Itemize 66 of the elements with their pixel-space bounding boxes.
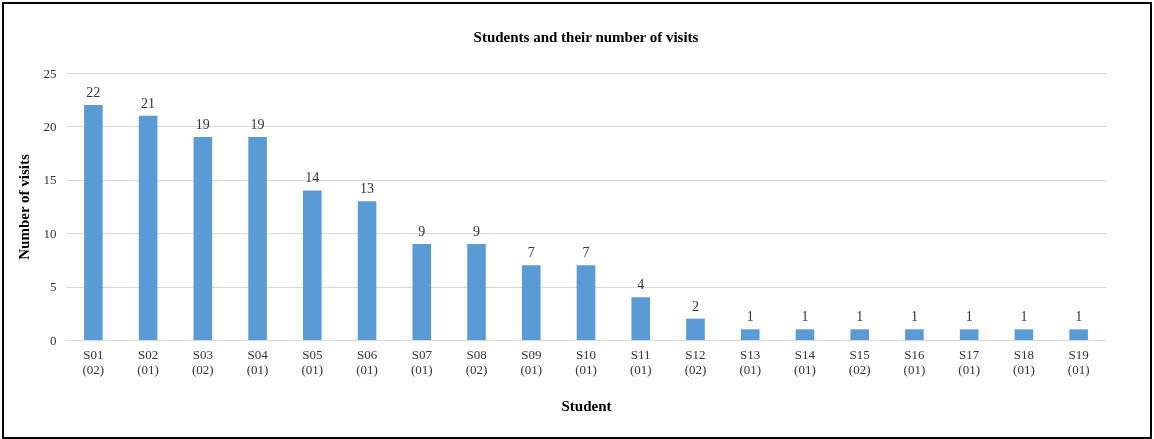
bar [631, 297, 651, 340]
x-tick-label: S09 (01) [520, 346, 543, 377]
data-label: 1 [856, 309, 864, 325]
bar [850, 329, 869, 340]
y-tick-label: 15 [43, 172, 57, 188]
x-tick-label: S02 (01) [137, 346, 159, 377]
x-tick-label: S03 (02) [192, 346, 214, 377]
x-tick-label: S16 (01) [903, 346, 926, 377]
bar [193, 137, 213, 340]
data-label: 13 [360, 181, 375, 197]
x-tick-label: S08 (02) [465, 346, 488, 377]
bar [84, 105, 103, 340]
bar [412, 243, 432, 340]
data-label: 1 [1075, 309, 1083, 325]
data-label: 9 [418, 223, 426, 239]
bar [905, 329, 924, 340]
data-label: 19 [195, 117, 210, 133]
data-label: 1 [965, 309, 973, 325]
data-label: 4 [637, 277, 645, 293]
bar [686, 318, 705, 340]
x-tick-label: S07 (01) [410, 346, 433, 377]
x-tick-label: S05 (01) [301, 346, 324, 377]
data-label: 2 [691, 298, 699, 314]
y-axis-title: Number of visits [15, 154, 32, 260]
bar [521, 265, 541, 340]
bar [248, 137, 267, 340]
x-tick-label: S06 (01) [356, 346, 378, 377]
bar [1014, 329, 1034, 340]
data-label: 1 [910, 309, 918, 325]
data-label: 7 [527, 245, 535, 261]
x-tick-label: S11 (01) [629, 346, 652, 377]
bar [959, 329, 979, 340]
bar [1069, 329, 1088, 340]
x-tick-label: S01 (02) [82, 346, 105, 377]
x-tick-label: S17 (01) [958, 346, 980, 377]
y-tick-label: 20 [43, 118, 57, 134]
data-label: 1 [1020, 309, 1028, 325]
bar [576, 265, 596, 340]
data-label: 1 [746, 309, 754, 325]
x-tick-label: S10 (01) [575, 346, 597, 377]
data-label: 22 [86, 85, 101, 101]
data-label: 7 [582, 245, 590, 261]
y-tick-label: 25 [43, 65, 57, 81]
bar [795, 329, 815, 340]
x-tick-label: S14 (01) [794, 346, 816, 377]
data-label: 9 [473, 223, 481, 239]
data-label: 14 [305, 170, 320, 186]
x-tick-label: S13 (01) [739, 346, 762, 377]
x-axis-title: Student [561, 397, 612, 414]
data-label: 19 [250, 117, 265, 133]
bar [303, 190, 322, 340]
bar [357, 201, 377, 340]
y-tick-label: 10 [43, 225, 57, 241]
data-label: 1 [801, 309, 809, 325]
x-tick-label: S18 (01) [1013, 346, 1035, 377]
chart-title: Students and their number of visits [473, 29, 699, 45]
x-tick-label: S19 (01) [1067, 346, 1090, 377]
y-tick-label: 0 [50, 332, 57, 348]
x-tick-label: S12 (02) [684, 346, 707, 377]
bar [138, 115, 158, 340]
bar [467, 243, 486, 340]
x-tick-label: S04 (01) [246, 346, 269, 377]
x-tick-label: S15 (02) [848, 346, 871, 377]
y-tick-label: 5 [50, 279, 57, 295]
data-label: 21 [141, 95, 156, 111]
bar [740, 329, 760, 340]
